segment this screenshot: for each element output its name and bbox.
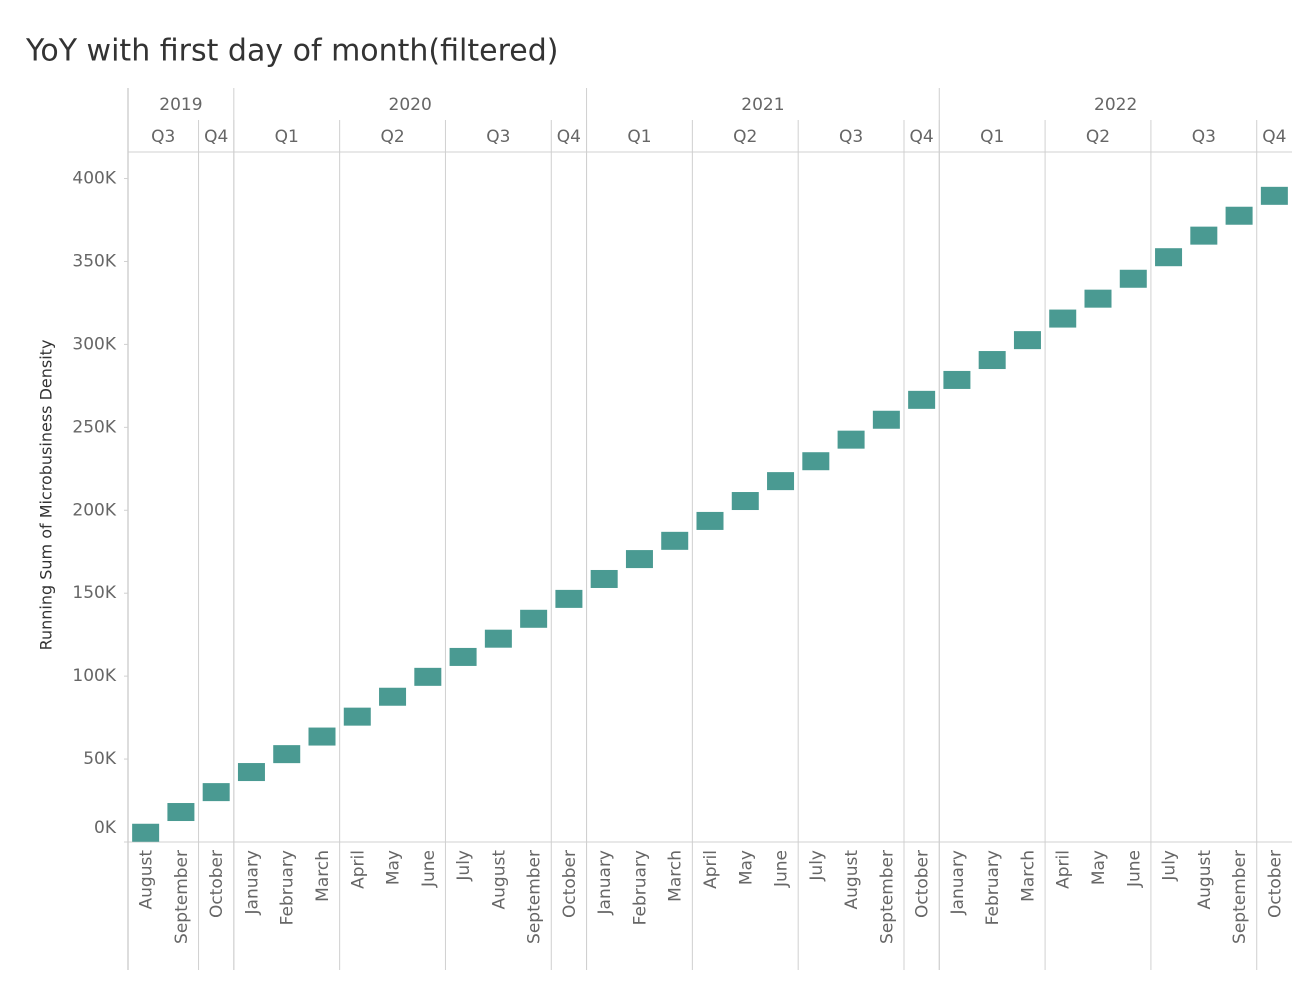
bar <box>625 550 653 569</box>
bar <box>167 803 195 822</box>
x-tick-label: March <box>666 850 686 902</box>
x-tick-label: October <box>207 850 227 918</box>
y-tick-label: 100K <box>72 666 116 686</box>
year-label: 2021 <box>741 95 784 115</box>
bar <box>1084 289 1112 308</box>
year-label: 2019 <box>159 95 202 115</box>
bar <box>978 351 1006 370</box>
bar <box>520 609 548 628</box>
bar <box>1119 269 1147 288</box>
x-tick-label: July <box>454 850 474 882</box>
x-tick-label: February <box>630 850 650 925</box>
x-tick-label: April <box>348 850 368 889</box>
bar <box>731 492 759 511</box>
x-tick-label: April <box>1054 850 1074 889</box>
bar <box>661 531 689 550</box>
year-label: 2022 <box>1094 95 1137 115</box>
x-tick-label: June <box>772 850 792 888</box>
x-tick-label: March <box>1018 850 1038 902</box>
y-tick-label: 0K <box>94 818 117 838</box>
x-tick-label: October <box>560 850 580 918</box>
x-tick-label: September <box>1230 850 1250 944</box>
bar <box>308 727 336 746</box>
bar <box>414 667 442 686</box>
bar <box>696 511 724 530</box>
x-tick-label: September <box>172 850 192 944</box>
bar <box>767 472 795 491</box>
x-tick-label: May <box>736 850 756 885</box>
x-tick-label: February <box>278 850 298 925</box>
bar <box>132 823 160 842</box>
bar <box>837 430 865 449</box>
y-tick-label: 300K <box>72 334 116 354</box>
x-tick-label: June <box>1124 850 1144 888</box>
x-tick-label: August <box>137 850 157 910</box>
x-tick-label: July <box>1160 850 1180 882</box>
bar <box>379 687 407 706</box>
x-tick-label: May <box>1089 850 1109 885</box>
bar <box>802 452 830 471</box>
x-tick-label: January <box>948 850 968 915</box>
x-tick-label: July <box>807 850 827 882</box>
bar <box>237 763 265 782</box>
x-tick-label: January <box>242 850 262 915</box>
bar <box>1190 226 1218 245</box>
x-tick-label: October <box>1265 850 1285 918</box>
quarter-label: Q1 <box>980 127 1004 147</box>
quarter-label: Q3 <box>839 127 863 147</box>
quarter-label: Q3 <box>486 127 510 147</box>
bar <box>1155 248 1183 267</box>
x-tick-label: September <box>877 850 897 944</box>
x-tick-label: February <box>983 850 1003 925</box>
y-tick-label: 400K <box>72 169 116 189</box>
y-tick-label: 250K <box>72 417 116 437</box>
bar <box>202 783 230 802</box>
quarter-label: Q1 <box>627 127 651 147</box>
quarter-label: Q4 <box>204 127 228 147</box>
quarter-label: Q2 <box>1086 127 1110 147</box>
y-tick-label: 200K <box>72 500 116 520</box>
x-tick-label: June <box>419 850 439 888</box>
year-label: 2020 <box>389 95 432 115</box>
bar <box>273 745 301 764</box>
bar <box>1013 331 1041 350</box>
quarter-label: Q4 <box>1262 127 1286 147</box>
y-tick-label: 150K <box>72 583 116 603</box>
chart-title: YoY with first day of month(filtered) <box>25 34 558 69</box>
bar <box>343 707 371 726</box>
x-tick-label: August <box>842 850 862 910</box>
bar <box>1049 309 1077 328</box>
quarter-label: Q3 <box>151 127 175 147</box>
y-tick-label: 350K <box>72 251 116 271</box>
y-tick-label: 50K <box>83 749 117 769</box>
quarter-label: Q1 <box>275 127 299 147</box>
y-axis-label: Running Sum of Microbusiness Density <box>37 340 56 651</box>
quarter-label: Q3 <box>1192 127 1216 147</box>
bar <box>449 647 477 666</box>
x-tick-label: October <box>913 850 933 918</box>
bar <box>484 629 512 648</box>
bar <box>908 390 936 409</box>
x-tick-label: May <box>384 850 404 885</box>
quarter-label: Q2 <box>380 127 404 147</box>
quarter-label: Q2 <box>733 127 757 147</box>
quarter-label: Q4 <box>910 127 934 147</box>
x-tick-label: April <box>701 850 721 889</box>
x-tick-label: August <box>489 850 509 910</box>
x-tick-label: January <box>595 850 615 915</box>
quarter-label: Q4 <box>557 127 581 147</box>
x-tick-label: August <box>1195 850 1215 910</box>
bar <box>943 370 971 389</box>
bar <box>1260 186 1288 205</box>
bar <box>555 589 583 608</box>
bar <box>1225 206 1253 225</box>
bar <box>872 410 900 429</box>
bar <box>590 569 618 588</box>
x-tick-label: September <box>525 850 545 944</box>
x-tick-label: March <box>313 850 333 902</box>
